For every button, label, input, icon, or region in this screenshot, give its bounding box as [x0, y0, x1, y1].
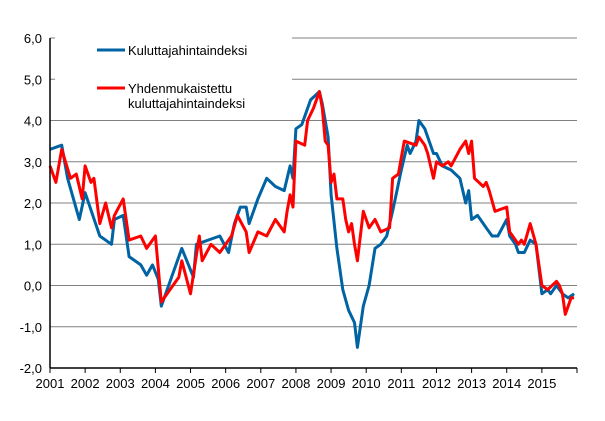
- legend-label-yhdenmukaistettu-line1: Yhdenmukaistettu: [128, 81, 232, 96]
- y-tick-label: 5,0: [24, 72, 42, 87]
- x-tick-label: 2007: [246, 376, 275, 391]
- legend-background: [55, 30, 292, 114]
- x-tick-label: 2012: [422, 376, 451, 391]
- x-tick-label: 2009: [317, 376, 346, 391]
- x-tick-label: 2004: [141, 376, 170, 391]
- series-lines: [48, 90, 575, 349]
- legend-label-kuluttajahintaindeksi: Kuluttajahintaindeksi: [128, 43, 247, 58]
- x-tick-label: 2008: [281, 376, 310, 391]
- x-tick-label: 2002: [71, 376, 100, 391]
- x-tick-label: 2003: [106, 376, 135, 391]
- legend: Kuluttajahintaindeksi Yhdenmukaistettu k…: [55, 30, 292, 114]
- series-line-kuluttajahintaindeksi: [49, 90, 575, 349]
- x-tick-label: 2010: [352, 376, 381, 391]
- series-line-yhdenmukaistettu: [48, 90, 575, 316]
- y-tick-label: 3,0: [24, 155, 42, 170]
- y-tick-label: 0,0: [24, 279, 42, 294]
- legend-label-yhdenmukaistettu-line2: kuluttajahintaindeksi: [128, 96, 245, 111]
- x-tick-label: 2006: [211, 376, 240, 391]
- x-tick-label: 2014: [492, 376, 521, 391]
- x-tick-label: 2013: [457, 376, 486, 391]
- y-tick-label: -2,0: [20, 361, 42, 376]
- y-tick-label: 6,0: [24, 31, 42, 46]
- x-tick-label: 2005: [176, 376, 205, 391]
- y-axis-ticks: 6,0 5,0 4,0 3,0 2,0 1,0 0,0 -1,0 -2,0: [20, 31, 42, 376]
- y-tick-label: 4,0: [24, 114, 42, 129]
- x-tick-label: 2015: [527, 376, 556, 391]
- x-tick-label: 2011: [387, 376, 415, 391]
- y-tick-label: 1,0: [24, 237, 42, 252]
- y-tick-label: 2,0: [24, 196, 42, 211]
- x-axis-ticks: 2001 2002 2003 2004 2005 2006 2007 2008 2009 2010…: [36, 368, 578, 391]
- y-tick-label: -1,0: [20, 320, 42, 335]
- x-tick-label: 2001: [36, 376, 65, 391]
